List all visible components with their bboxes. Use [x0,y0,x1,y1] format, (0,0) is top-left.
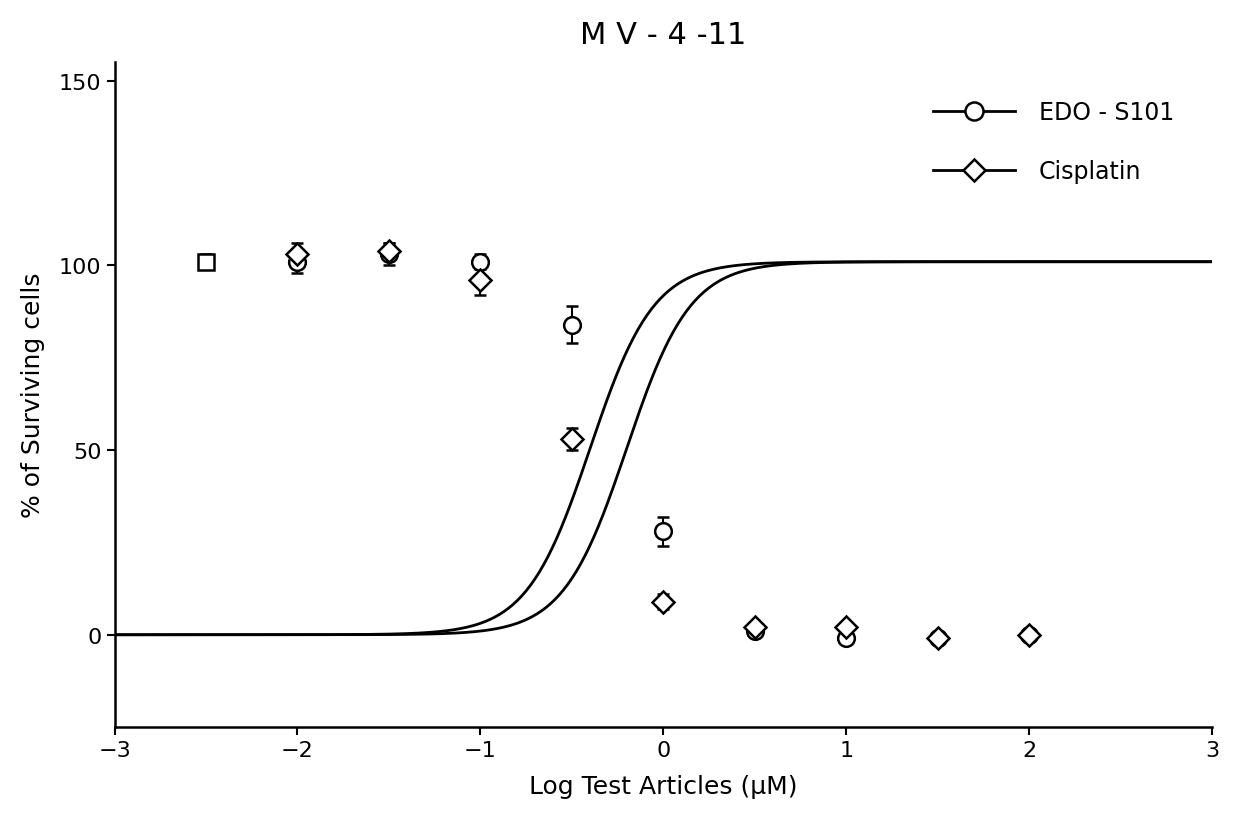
X-axis label: Log Test Articles (μM): Log Test Articles (μM) [529,774,797,799]
Y-axis label: % of Surviving cells: % of Surviving cells [21,273,45,518]
Title: M V - 4 -11: M V - 4 -11 [580,20,746,50]
Legend: EDO - S101, Cisplatin: EDO - S101, Cisplatin [924,92,1184,193]
